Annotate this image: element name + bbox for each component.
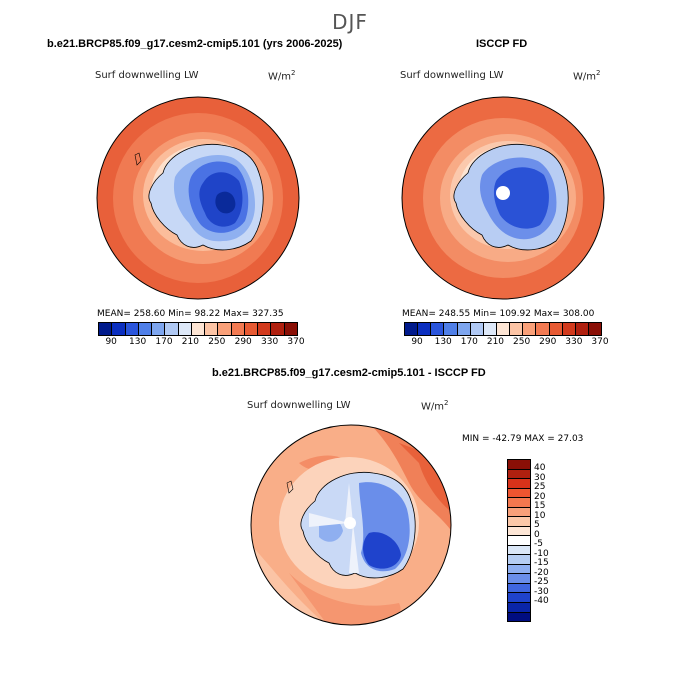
colorbar-tick-label: 30 bbox=[534, 472, 546, 483]
obs-polar-map bbox=[401, 96, 605, 300]
colorbar-tick-label: 330 bbox=[261, 337, 279, 347]
colorbar-tick-label: 370 bbox=[591, 337, 609, 347]
colorbar-swatch bbox=[165, 323, 179, 335]
colorbar-tick-label: 130 bbox=[129, 337, 147, 347]
colorbar-swatch bbox=[508, 583, 530, 594]
colorbar-tick-label: 5 bbox=[534, 520, 540, 531]
diff-panel-title: b.e21.BRCP85.f09_g17.cesm2-cmip5.101 - I… bbox=[212, 367, 486, 379]
colorbar-swatch bbox=[178, 323, 192, 335]
colorbar-swatch bbox=[444, 323, 458, 335]
colorbar-swatch bbox=[508, 507, 530, 518]
colorbar-swatch bbox=[99, 323, 113, 335]
model-panel-title: b.e21.BRCP85.f09_g17.cesm2-cmip5.101 (yr… bbox=[47, 38, 343, 50]
colorbar-swatch bbox=[138, 323, 153, 335]
colorbar-swatch bbox=[218, 323, 232, 335]
colorbar-tick-label: 290 bbox=[539, 337, 557, 347]
colorbar-tick-label: 250 bbox=[513, 337, 531, 347]
colorbar-swatch bbox=[508, 479, 530, 489]
colorbar-swatch bbox=[284, 323, 297, 335]
colorbar-swatch bbox=[483, 323, 497, 335]
colorbar-swatch bbox=[508, 593, 530, 603]
colorbar-swatch bbox=[191, 323, 206, 335]
colorbar-tick-label: 25 bbox=[534, 482, 546, 493]
colorbar-swatch bbox=[470, 323, 484, 335]
colorbar-tick-label: -5 bbox=[534, 539, 543, 550]
colorbar-tick-label: -10 bbox=[534, 548, 549, 559]
colorbar-swatch bbox=[244, 323, 259, 335]
model-colorbar bbox=[98, 322, 298, 336]
model-units: W/m2 bbox=[268, 69, 296, 83]
colorbar-tick-label: 20 bbox=[534, 491, 546, 502]
colorbar-swatch bbox=[523, 323, 537, 335]
diff-variable-label: Surf downwelling LW bbox=[247, 400, 351, 411]
colorbar-swatch bbox=[231, 323, 245, 335]
colorbar-tick-label: -30 bbox=[534, 586, 549, 597]
colorbar-swatch bbox=[549, 323, 563, 335]
colorbar-swatch bbox=[152, 323, 166, 335]
colorbar-swatch bbox=[508, 526, 530, 537]
colorbar-tick-label: 40 bbox=[534, 463, 546, 474]
colorbar-swatch bbox=[457, 323, 471, 335]
obs-stats: MEAN= 248.55 Min= 109.92 Max= 308.00 bbox=[402, 309, 595, 319]
colorbar-swatch bbox=[510, 323, 524, 335]
diff-units: W/m2 bbox=[421, 399, 449, 413]
diff-polar-map bbox=[250, 424, 452, 626]
colorbar-swatch bbox=[536, 323, 550, 335]
colorbar-tick-label: 90 bbox=[411, 337, 423, 347]
colorbar-swatch bbox=[508, 574, 530, 584]
model-variable-label: Surf downwelling LW bbox=[95, 70, 199, 81]
colorbar-tick-label: 0 bbox=[534, 529, 540, 540]
colorbar-swatch bbox=[508, 469, 530, 480]
colorbar-swatch bbox=[508, 612, 530, 622]
colorbar-tick-label: 290 bbox=[234, 337, 252, 347]
colorbar-swatch bbox=[508, 555, 530, 565]
obs-units: W/m2 bbox=[573, 69, 601, 83]
colorbar-swatch bbox=[508, 488, 530, 499]
colorbar-swatch bbox=[508, 602, 530, 613]
colorbar-swatch bbox=[508, 517, 530, 527]
colorbar-swatch bbox=[508, 564, 530, 575]
colorbar-tick-label: 170 bbox=[155, 337, 173, 347]
colorbar-swatch bbox=[508, 498, 530, 508]
obs-colorbar bbox=[404, 322, 602, 336]
colorbar-swatch bbox=[431, 323, 445, 335]
colorbar-tick-label: 130 bbox=[434, 337, 452, 347]
colorbar-swatch bbox=[271, 323, 285, 335]
colorbar-tick-label: 170 bbox=[460, 337, 478, 347]
colorbar-tick-label: 15 bbox=[534, 501, 546, 512]
colorbar-swatch bbox=[575, 323, 589, 335]
colorbar-tick-label: 370 bbox=[287, 337, 305, 347]
colorbar-tick-label: -20 bbox=[534, 567, 549, 578]
obs-variable-label: Surf downwelling LW bbox=[400, 70, 504, 81]
colorbar-swatch bbox=[125, 323, 139, 335]
colorbar-swatch bbox=[205, 323, 219, 335]
model-stats: MEAN= 258.60 Min= 98.22 Max= 327.35 bbox=[97, 309, 284, 319]
colorbar-swatch bbox=[508, 460, 530, 470]
diff-colorbar bbox=[507, 459, 531, 622]
colorbar-tick-label: -25 bbox=[534, 577, 549, 588]
figure-title: DJF bbox=[332, 10, 368, 34]
colorbar-swatch bbox=[496, 323, 511, 335]
colorbar-tick-label: -40 bbox=[534, 596, 549, 607]
colorbar-swatch bbox=[418, 323, 432, 335]
diff-stats: MIN = -42.79 MAX = 27.03 bbox=[462, 434, 584, 444]
colorbar-tick-label: 90 bbox=[105, 337, 117, 347]
obs-panel-title: ISCCP FD bbox=[476, 38, 528, 50]
colorbar-swatch bbox=[258, 323, 272, 335]
colorbar-tick-label: 10 bbox=[534, 510, 546, 521]
colorbar-tick-label: 250 bbox=[208, 337, 226, 347]
colorbar-swatch bbox=[508, 545, 530, 556]
colorbar-swatch bbox=[112, 323, 126, 335]
model-polar-map bbox=[96, 96, 300, 300]
colorbar-tick-label: 330 bbox=[565, 337, 583, 347]
colorbar-swatch bbox=[588, 323, 602, 335]
colorbar-swatch bbox=[508, 536, 530, 546]
colorbar-tick-label: 210 bbox=[181, 337, 199, 347]
colorbar-swatch bbox=[562, 323, 576, 335]
colorbar-tick-label: 210 bbox=[486, 337, 505, 347]
colorbar-swatch bbox=[405, 323, 419, 335]
colorbar-tick-label: -15 bbox=[534, 558, 549, 569]
